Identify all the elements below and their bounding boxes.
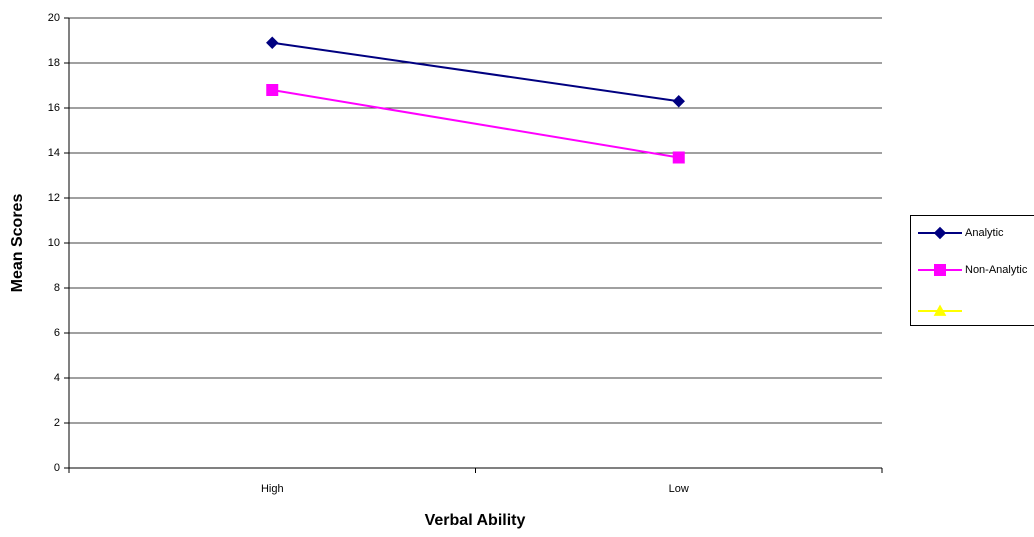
x-axis-title: Verbal Ability — [425, 512, 526, 529]
marker — [935, 265, 946, 276]
y-tick-label: 20 — [48, 12, 60, 24]
y-tick-label: 2 — [54, 417, 60, 429]
marker — [267, 85, 278, 96]
y-tick-label: 18 — [48, 57, 60, 69]
y-tick-label: 0 — [54, 462, 60, 474]
x-tick-label: High — [261, 483, 284, 495]
y-tick-label: 12 — [48, 192, 60, 204]
legend-label: Analytic — [965, 227, 1004, 239]
y-tick-label: 8 — [54, 282, 60, 294]
y-axis-title: Mean Scores — [9, 194, 26, 293]
x-tick-label: Low — [669, 483, 689, 495]
y-tick-label: 6 — [54, 327, 60, 339]
y-tick-label: 4 — [54, 372, 60, 384]
y-tick-label: 16 — [48, 102, 60, 114]
y-tick-label: 10 — [48, 237, 60, 249]
y-tick-label: 14 — [48, 147, 60, 159]
marker — [673, 152, 684, 163]
legend-label: Non-Analytic — [965, 264, 1028, 276]
